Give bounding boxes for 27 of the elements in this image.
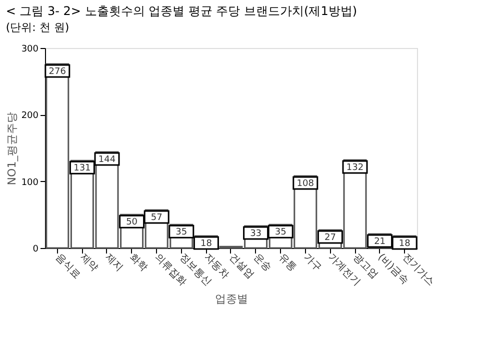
text: (단위: 천 원)	[6, 21, 70, 34]
y-tick-label: 0	[32, 244, 39, 254]
data-label: 21	[374, 237, 386, 247]
data-label: 18	[398, 239, 411, 249]
data-label: 144	[98, 155, 116, 165]
data-label: 131	[74, 164, 91, 174]
data-label: 18	[200, 239, 212, 249]
x-tick-label: 운송	[252, 252, 274, 274]
x-tick-label: 제지	[102, 252, 125, 274]
data-label: 35	[176, 228, 188, 238]
data-label: 33	[250, 229, 262, 239]
data-label: 108	[296, 179, 314, 189]
x-tick-label: 유통	[276, 252, 298, 274]
data-label: 35	[274, 228, 286, 238]
data-label: 132	[346, 163, 364, 173]
x-tick-label: 가구	[301, 252, 324, 274]
x-tick-label: 화학	[128, 252, 150, 274]
data-label: 276	[48, 67, 66, 77]
y-axis-title: NO1_평균주당	[5, 112, 18, 186]
data-label: 50	[126, 218, 138, 228]
chart-title: < 그림 3- 2> 노출횟수의 업종별 평균 주당 브랜드가치(제1방법)	[6, 4, 358, 18]
y-tick-label: 100	[21, 178, 39, 188]
x-axis-title: 업종별	[215, 292, 248, 306]
data-label: 27	[324, 233, 336, 243]
data-label: 57	[150, 213, 162, 223]
y-tick-label: 300	[21, 44, 39, 54]
y-tick-label: 200	[21, 111, 39, 122]
